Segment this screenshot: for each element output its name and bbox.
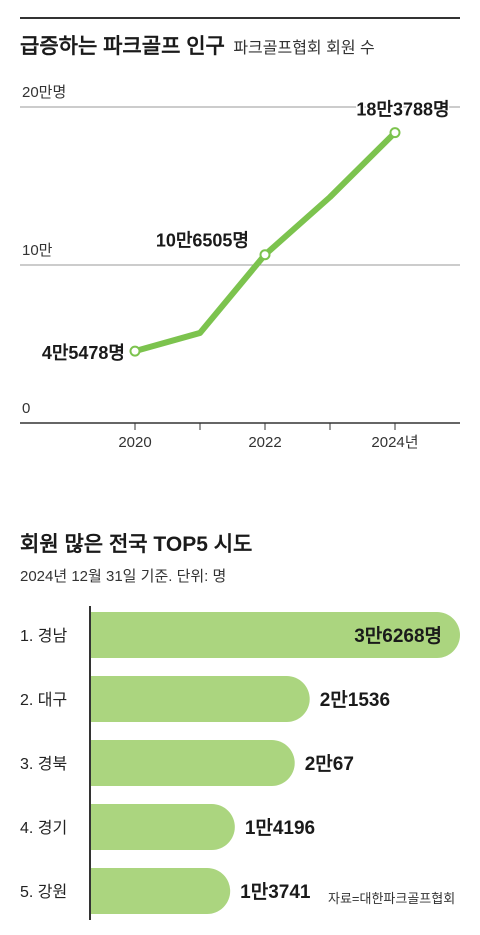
line-chart-title: 급증하는 파크골프 인구 (20, 35, 225, 58)
bar-chart-title: 회원 많은 전국 TOP5 시도 (20, 533, 253, 556)
data-point-marker (389, 127, 401, 139)
line-chart-title-block: 급증하는 파크골프 인구 파크골프협회 회원 수 (20, 30, 375, 60)
x-tick-label: 2020 (118, 434, 151, 451)
value-label: 1만4196 (245, 817, 315, 839)
bar (90, 868, 231, 914)
category-label: 5. 강원 (20, 883, 67, 901)
data-point-marker (129, 345, 141, 357)
value-label: 2만67 (305, 753, 354, 775)
bar (90, 612, 460, 658)
line-chart-subtitle: 파크골프협회 회원 수 (233, 40, 375, 57)
category-label: 1. 경남 (20, 627, 68, 645)
value-label: 2만1536 (320, 689, 390, 711)
value-label: 1만3741 (240, 881, 311, 903)
bar (90, 676, 310, 722)
category-label: 4. 경기 (20, 819, 67, 837)
data-label: 10만6505명 (156, 231, 249, 251)
category-label: 3. 경북 (20, 755, 67, 773)
line-chart: 0 10만 20만명 2020 2022 2024년 4만5478명 10만6505명 18만3… (20, 84, 460, 451)
data-point-marker (259, 249, 271, 261)
y-tick-label: 10만 (22, 242, 53, 259)
data-label: 4만5478명 (42, 343, 125, 363)
bar-chart-subtitle: 2024년 12월 31일 기준. 단위: 명 (20, 568, 227, 585)
top-rule (20, 17, 460, 19)
bar (90, 740, 295, 786)
data-label: 18만3788명 (356, 100, 449, 120)
source-note: 자료=대한파크골프협회 (328, 891, 456, 906)
category-label: 2. 대구 (20, 691, 67, 709)
value-label: 3만6268명 (354, 625, 442, 647)
x-tick-label: 2022 (248, 434, 281, 451)
y-tick-label: 20만명 (22, 84, 66, 101)
y-tick-label: 0 (22, 400, 30, 417)
x-tick-label: 2024년 (371, 434, 418, 451)
bar (90, 804, 235, 850)
